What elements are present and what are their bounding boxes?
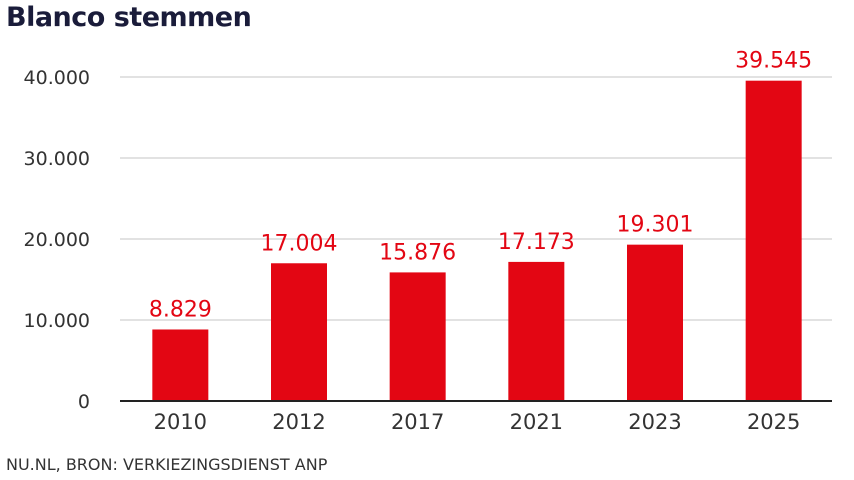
data-label: 17.004 xyxy=(261,231,338,256)
data-label: 19.301 xyxy=(617,213,694,238)
chart-title: Blanco stemmen xyxy=(6,2,252,33)
y-tick-label: 0 xyxy=(78,391,90,413)
y-tick-label: 10.000 xyxy=(24,310,90,332)
y-tick-label: 40.000 xyxy=(24,67,90,89)
x-tick-label: 2012 xyxy=(272,410,325,434)
bar xyxy=(745,80,802,402)
x-tick-label: 2017 xyxy=(391,410,444,434)
bar xyxy=(152,329,209,401)
bar xyxy=(271,263,327,401)
x-tick-label: 2023 xyxy=(628,410,681,434)
x-tick-label: 2010 xyxy=(154,410,207,434)
data-label: 8.829 xyxy=(149,297,212,322)
y-tick-label: 30.000 xyxy=(24,148,90,170)
bar xyxy=(508,261,565,401)
bar xyxy=(389,272,446,401)
x-tick-label: 2021 xyxy=(510,410,563,434)
data-label: 17.173 xyxy=(498,230,575,255)
y-tick-label: 20.000 xyxy=(24,229,90,251)
source-note: NU.NL, BRON: VERKIEZINGSDIENST ANP xyxy=(6,455,328,474)
bar xyxy=(627,244,683,401)
data-label: 15.876 xyxy=(379,240,456,265)
data-label: 39.545 xyxy=(735,49,812,74)
x-tick-label: 2025 xyxy=(747,410,800,434)
